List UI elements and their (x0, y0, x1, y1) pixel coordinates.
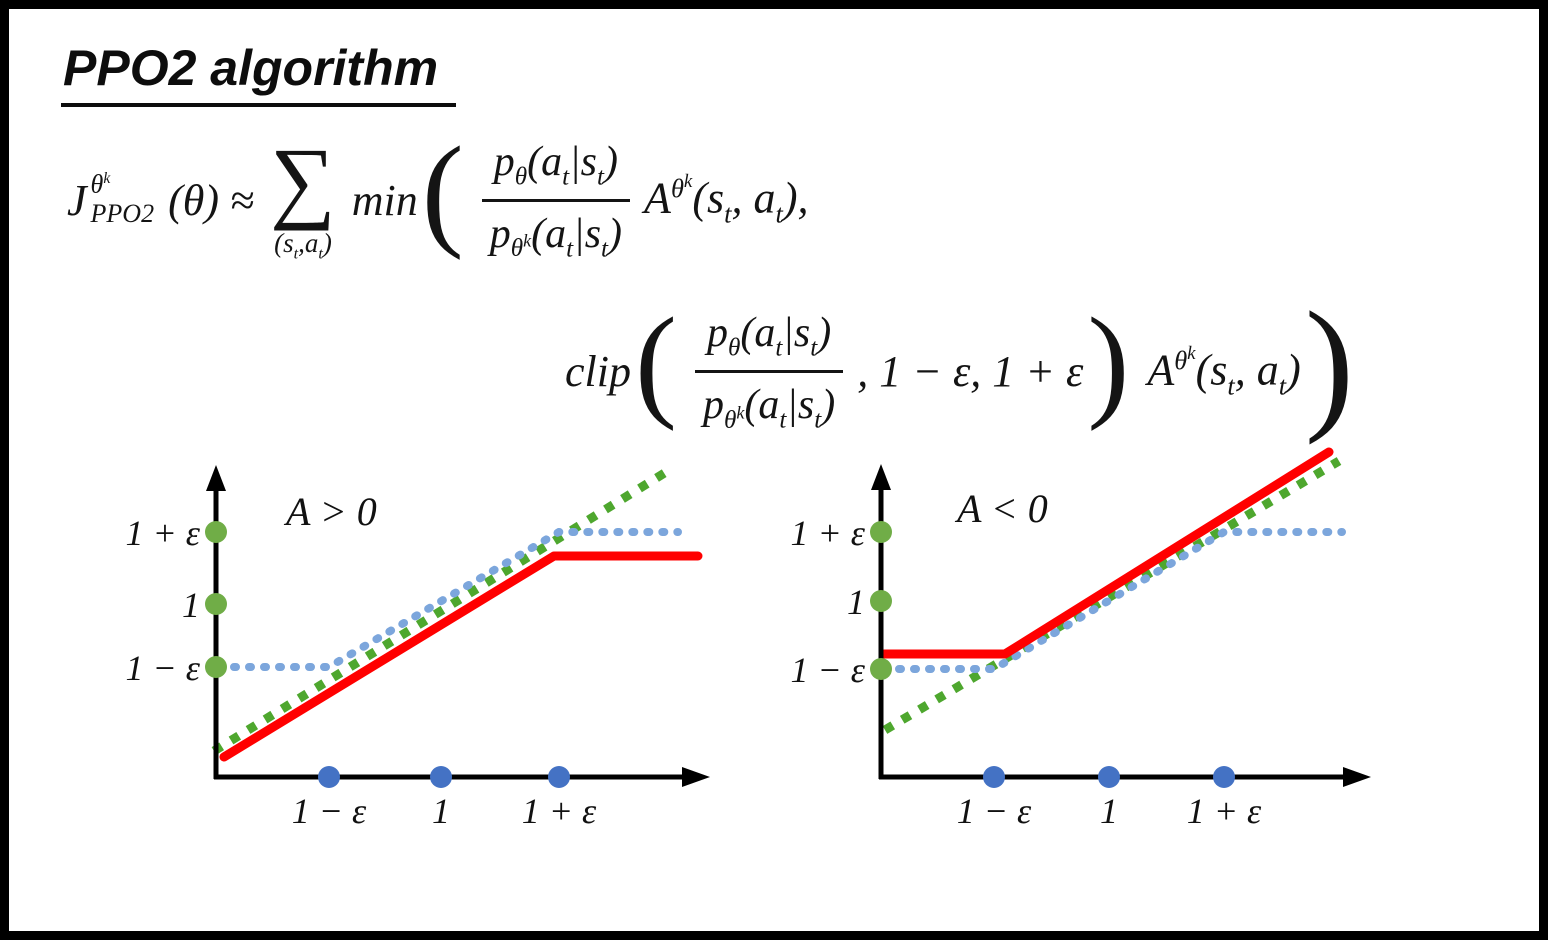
formula-line-2: clip ( pθ(at|st) pθk(at|st) , 1 − ε, 1 +… (565, 289, 1358, 437)
x-axis-arrow-icon (1343, 767, 1371, 787)
sum-subscript: (st,at) (274, 228, 332, 263)
y-tick-label: 1 − ε (791, 650, 866, 690)
objective-line (219, 551, 703, 762)
y-tick-dot (205, 521, 227, 543)
clip-line (880, 528, 1346, 673)
fraction-denominator: pθk(at|st) (489, 210, 623, 263)
clip-line (215, 528, 682, 671)
advantage-term: Aθk(st, at), (644, 171, 809, 229)
x-axis-arrow-icon (682, 767, 710, 787)
sum-term: ∑ (st,at) (270, 129, 336, 264)
x-tick-label: 1 + ε (1187, 791, 1262, 831)
ratio-fraction: pθ(at|st) pθk(at|st) (691, 309, 847, 435)
x-tick-dot (1098, 766, 1120, 788)
y-axis-arrow-icon (206, 465, 226, 491)
fraction-numerator: pθ(at|st) (481, 138, 631, 202)
clip-label: clip (565, 347, 631, 397)
fraction-denominator: pθk(at|st) (702, 382, 836, 434)
x-tick-label: 1 − ε (292, 791, 367, 831)
math-token: PPO2 (90, 198, 155, 228)
objective-line (879, 447, 1334, 659)
j-supsub: θk PPO2 (91, 170, 155, 228)
x-tick-dot (548, 766, 570, 788)
x-tick-label: 1 (1100, 791, 1118, 831)
fraction-numerator: pθ(at|st) (694, 309, 844, 374)
y-tick-label: 1 + ε (791, 513, 866, 553)
sigma-symbol: ∑ (270, 129, 336, 231)
y-tick-label: 1 (847, 582, 865, 622)
j-term: J θk PPO2 (67, 170, 155, 229)
close-paren: ) (1087, 293, 1130, 433)
clip-bounds: , 1 − ε, 1 + ε (857, 347, 1084, 397)
y-tick-dot (205, 656, 227, 678)
theta-argument: (θ) ≈ (168, 175, 255, 225)
open-paren: ( (421, 121, 464, 261)
ratio-fraction: pθ(at|st) pθk(at|st) (478, 138, 634, 264)
x-tick-label: 1 + ε (522, 791, 597, 831)
plot-a-negative: 1 + ε 1 1 − ε 1 − ε 1 1 + ε A < 0 (791, 447, 1371, 831)
formula-line-1: J θk PPO2 (θ) ≈ ∑ (st,at) min ( pθ(at|st… (67, 121, 809, 264)
y-tick-dot (870, 521, 892, 543)
advantage-term: Aθk(st, at) (1147, 342, 1301, 401)
open-paren: ( (634, 293, 677, 433)
y-tick-dot (870, 658, 892, 680)
y-tick-dot (870, 590, 892, 612)
y-tick-label: 1 (182, 585, 200, 625)
page-title: PPO2 algorithm (61, 39, 457, 107)
y-tick-label: 1 − ε (126, 648, 201, 688)
math-token: J (67, 175, 87, 225)
y-tick-label: 1 + ε (126, 513, 201, 553)
x-tick-label: 1 − ε (957, 791, 1032, 831)
identity-line (211, 465, 674, 755)
x-tick-dot (318, 766, 340, 788)
math-token: θk (90, 170, 111, 200)
condition-label: A < 0 (954, 486, 1048, 531)
y-tick-dot (205, 593, 227, 615)
y-axis-arrow-icon (871, 464, 891, 490)
x-tick-dot (983, 766, 1005, 788)
close-paren-outer: ) (1304, 281, 1355, 446)
condition-label: A > 0 (283, 489, 377, 534)
x-tick-dot (1213, 766, 1235, 788)
x-tick-label: 1 (432, 791, 450, 831)
x-tick-dot (430, 766, 452, 788)
identity-line (882, 457, 1342, 734)
plot-a-positive: 1 + ε 1 1 − ε 1 − ε 1 1 + ε A > 0 (126, 465, 710, 831)
min-label: min (351, 175, 418, 225)
